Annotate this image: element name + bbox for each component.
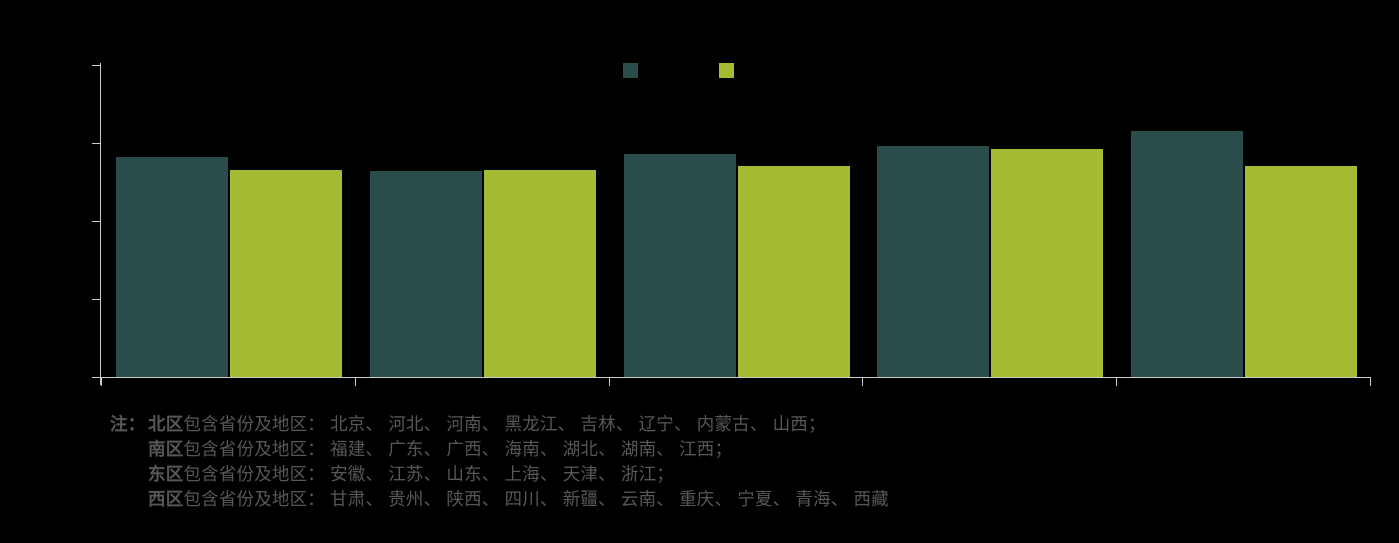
bar-series1-group2	[369, 171, 482, 377]
legend-item-2	[719, 63, 740, 78]
legend-swatch-icon	[719, 63, 734, 78]
x-axis-tick	[101, 378, 102, 386]
y-axis-tick	[92, 377, 100, 378]
region-name-east: 东区	[148, 464, 184, 484]
region-name-west: 西区	[148, 489, 184, 509]
x-axis-tick	[1116, 378, 1118, 386]
y-axis	[100, 63, 101, 385]
region-name-south: 南区	[148, 439, 184, 459]
bar-series2-group1	[230, 170, 342, 377]
footnote: 注： 北区包含省份及地区： 北京、 河北、 河南、 黑龙江、 吉林、 辽宁、 内蒙…	[110, 412, 889, 512]
bar-series2-group2	[483, 170, 596, 377]
region-provinces-west: 包含省份及地区： 甘肃、 贵州、 陕西、 四川、 新疆、 云南、 重庆、 宁夏、…	[183, 489, 889, 509]
footnote-line-west: 西区包含省份及地区： 甘肃、 贵州、 陕西、 四川、 新疆、 云南、 重庆、 宁…	[110, 487, 889, 512]
footnote-line-east: 东区包含省份及地区： 安徽、 江苏、 山东、 上海、 天津、 浙江；	[110, 462, 889, 487]
footnote-line-north: 注： 北区包含省份及地区： 北京、 河北、 河南、 黑龙江、 吉林、 辽宁、 内蒙…	[110, 412, 889, 437]
plot-area	[92, 63, 1371, 386]
bar-series2-group4	[991, 149, 1104, 377]
footnote-prefix: 注：	[110, 414, 146, 434]
bar-series1-group5	[1131, 131, 1244, 377]
x-axis-tick	[608, 378, 610, 386]
y-axis-tick	[92, 143, 100, 144]
footnote-line-south: 南区包含省份及地区： 福建、 广东、 广西、 海南、 湖北、 湖南、 江西；	[110, 437, 889, 462]
bar-series1-group3	[623, 154, 736, 377]
legend-item-1	[623, 63, 644, 78]
x-axis	[93, 377, 1371, 378]
y-axis-tick	[92, 65, 100, 66]
bar-series2-group3	[737, 166, 850, 377]
x-axis-tick	[354, 378, 356, 386]
legend	[623, 63, 740, 78]
y-axis-tick	[92, 299, 100, 300]
x-axis-tick	[862, 378, 864, 386]
region-provinces-south: 包含省份及地区： 福建、 广东、 广西、 海南、 湖北、 湖南、 江西；	[183, 439, 733, 459]
legend-swatch-icon	[623, 63, 638, 78]
bar-series1-group1	[116, 157, 228, 377]
region-provinces-east: 包含省份及地区： 安徽、 江苏、 山东、 上海、 天津、 浙江；	[183, 464, 674, 484]
bar-series2-group5	[1245, 166, 1358, 377]
region-provinces-north: 包含省份及地区： 北京、 河北、 河南、 黑龙江、 吉林、 辽宁、 内蒙古、 山…	[183, 414, 826, 434]
x-axis-tick	[1370, 378, 1371, 386]
region-name-north: 北区	[148, 414, 184, 434]
bar-series1-group4	[877, 146, 990, 377]
y-axis-tick	[92, 221, 100, 222]
